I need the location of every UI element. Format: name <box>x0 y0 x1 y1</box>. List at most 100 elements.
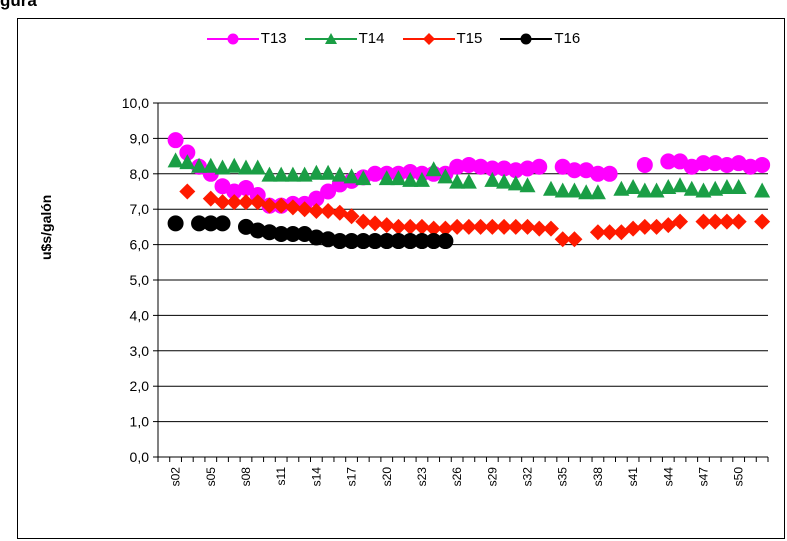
marker-t13 <box>601 165 618 182</box>
marker-t16 <box>261 224 278 241</box>
marker-t15 <box>331 204 348 221</box>
marker-t15 <box>226 194 243 211</box>
x-tick-label: s05 <box>204 467 218 487</box>
marker-t14 <box>167 152 184 168</box>
marker-t13 <box>449 158 466 175</box>
marker-t16 <box>331 233 348 250</box>
marker-t13 <box>507 162 524 179</box>
marker-t14 <box>202 157 219 173</box>
marker-t16 <box>214 215 231 232</box>
marker-t14 <box>636 182 653 198</box>
marker-t15 <box>214 194 231 211</box>
y-tick-label: 9,0 <box>130 130 150 146</box>
marker-t14 <box>214 159 231 175</box>
marker-t13 <box>167 132 184 149</box>
marker-t14 <box>496 173 513 189</box>
marker-t15 <box>660 217 677 234</box>
marker-t13 <box>179 144 196 161</box>
marker-t15 <box>531 220 548 237</box>
legend-marker-t13 <box>206 33 259 44</box>
legend-item-t14: T14 <box>304 30 385 47</box>
marker-t15 <box>754 213 771 230</box>
marker-t13 <box>460 156 477 173</box>
y-tick-label: 4,0 <box>130 307 150 323</box>
marker-t16 <box>343 233 360 250</box>
marker-t15 <box>460 218 477 235</box>
legend-item-t15: T15 <box>402 30 482 47</box>
marker-t15 <box>320 202 337 219</box>
marker-t14 <box>672 177 689 193</box>
marker-t15 <box>730 213 747 230</box>
marker-t15 <box>273 197 290 214</box>
y-tick-label: 8,0 <box>130 166 150 182</box>
marker-t14 <box>589 184 606 200</box>
marker-t15 <box>566 231 583 248</box>
marker-t15 <box>672 213 689 230</box>
x-tick-label: s35 <box>556 467 570 487</box>
marker-t16 <box>308 229 325 246</box>
marker-t15 <box>425 220 442 237</box>
y-tick-label: 6,0 <box>130 237 150 253</box>
legend-label-t13: T13 <box>260 30 287 47</box>
x-tick-label: s41 <box>626 467 640 487</box>
marker-t14 <box>261 166 278 182</box>
marker-t14 <box>331 166 348 182</box>
marker-t14 <box>484 171 501 187</box>
marker-t15 <box>589 224 606 241</box>
marker-t15 <box>249 194 266 211</box>
marker-t14 <box>754 182 771 198</box>
marker-t14 <box>718 178 735 194</box>
marker-t13 <box>589 165 606 182</box>
marker-t13 <box>566 162 583 179</box>
marker-t15 <box>648 218 665 235</box>
marker-t14 <box>413 171 430 187</box>
x-tick-label: s02 <box>169 467 183 487</box>
marker-t15 <box>554 231 571 248</box>
marker-t14 <box>648 182 665 198</box>
legend-label-t14: T14 <box>358 30 385 47</box>
marker-t14 <box>191 157 208 173</box>
marker-t14 <box>179 154 196 170</box>
marker-t14 <box>273 166 290 182</box>
chart-frame <box>17 18 785 539</box>
marker-t16 <box>320 231 337 248</box>
marker-t13 <box>742 158 759 175</box>
marker-t15 <box>237 194 254 211</box>
marker-t14 <box>402 171 419 187</box>
marker-t16 <box>402 233 419 250</box>
marker-t16 <box>367 233 384 250</box>
x-tick-label: s29 <box>485 467 499 487</box>
marker-t15 <box>402 218 419 235</box>
marker-t15 <box>472 218 489 235</box>
marker-t14 <box>320 164 337 180</box>
marker-t14 <box>613 180 630 196</box>
marker-t16 <box>413 233 430 250</box>
marker-t15 <box>718 213 735 230</box>
marker-t14 <box>519 177 536 193</box>
marker-t15 <box>601 224 618 241</box>
marker-t16 <box>249 222 266 239</box>
marker-t14 <box>683 180 700 196</box>
marker-t14 <box>449 173 466 189</box>
marker-t15 <box>378 217 395 234</box>
marker-t13 <box>754 156 771 173</box>
x-tick-label: s47 <box>696 467 710 487</box>
marker-t16 <box>284 225 301 242</box>
marker-t13 <box>320 183 337 200</box>
marker-t16 <box>202 215 219 232</box>
marker-t14 <box>578 184 595 200</box>
marker-t14 <box>226 157 243 173</box>
legend: T13 T14 T15 T16 <box>0 30 787 47</box>
marker-t15 <box>390 218 407 235</box>
marker-t14 <box>284 166 301 182</box>
marker-t13 <box>367 165 384 182</box>
marker-t13 <box>496 160 513 177</box>
marker-t14 <box>355 170 372 186</box>
y-tick-label: 1,0 <box>130 414 150 430</box>
marker-t15 <box>355 213 372 230</box>
x-tick-label: s17 <box>345 467 359 487</box>
marker-t14 <box>695 182 712 198</box>
marker-t15 <box>695 213 712 230</box>
marker-t14 <box>707 180 724 196</box>
